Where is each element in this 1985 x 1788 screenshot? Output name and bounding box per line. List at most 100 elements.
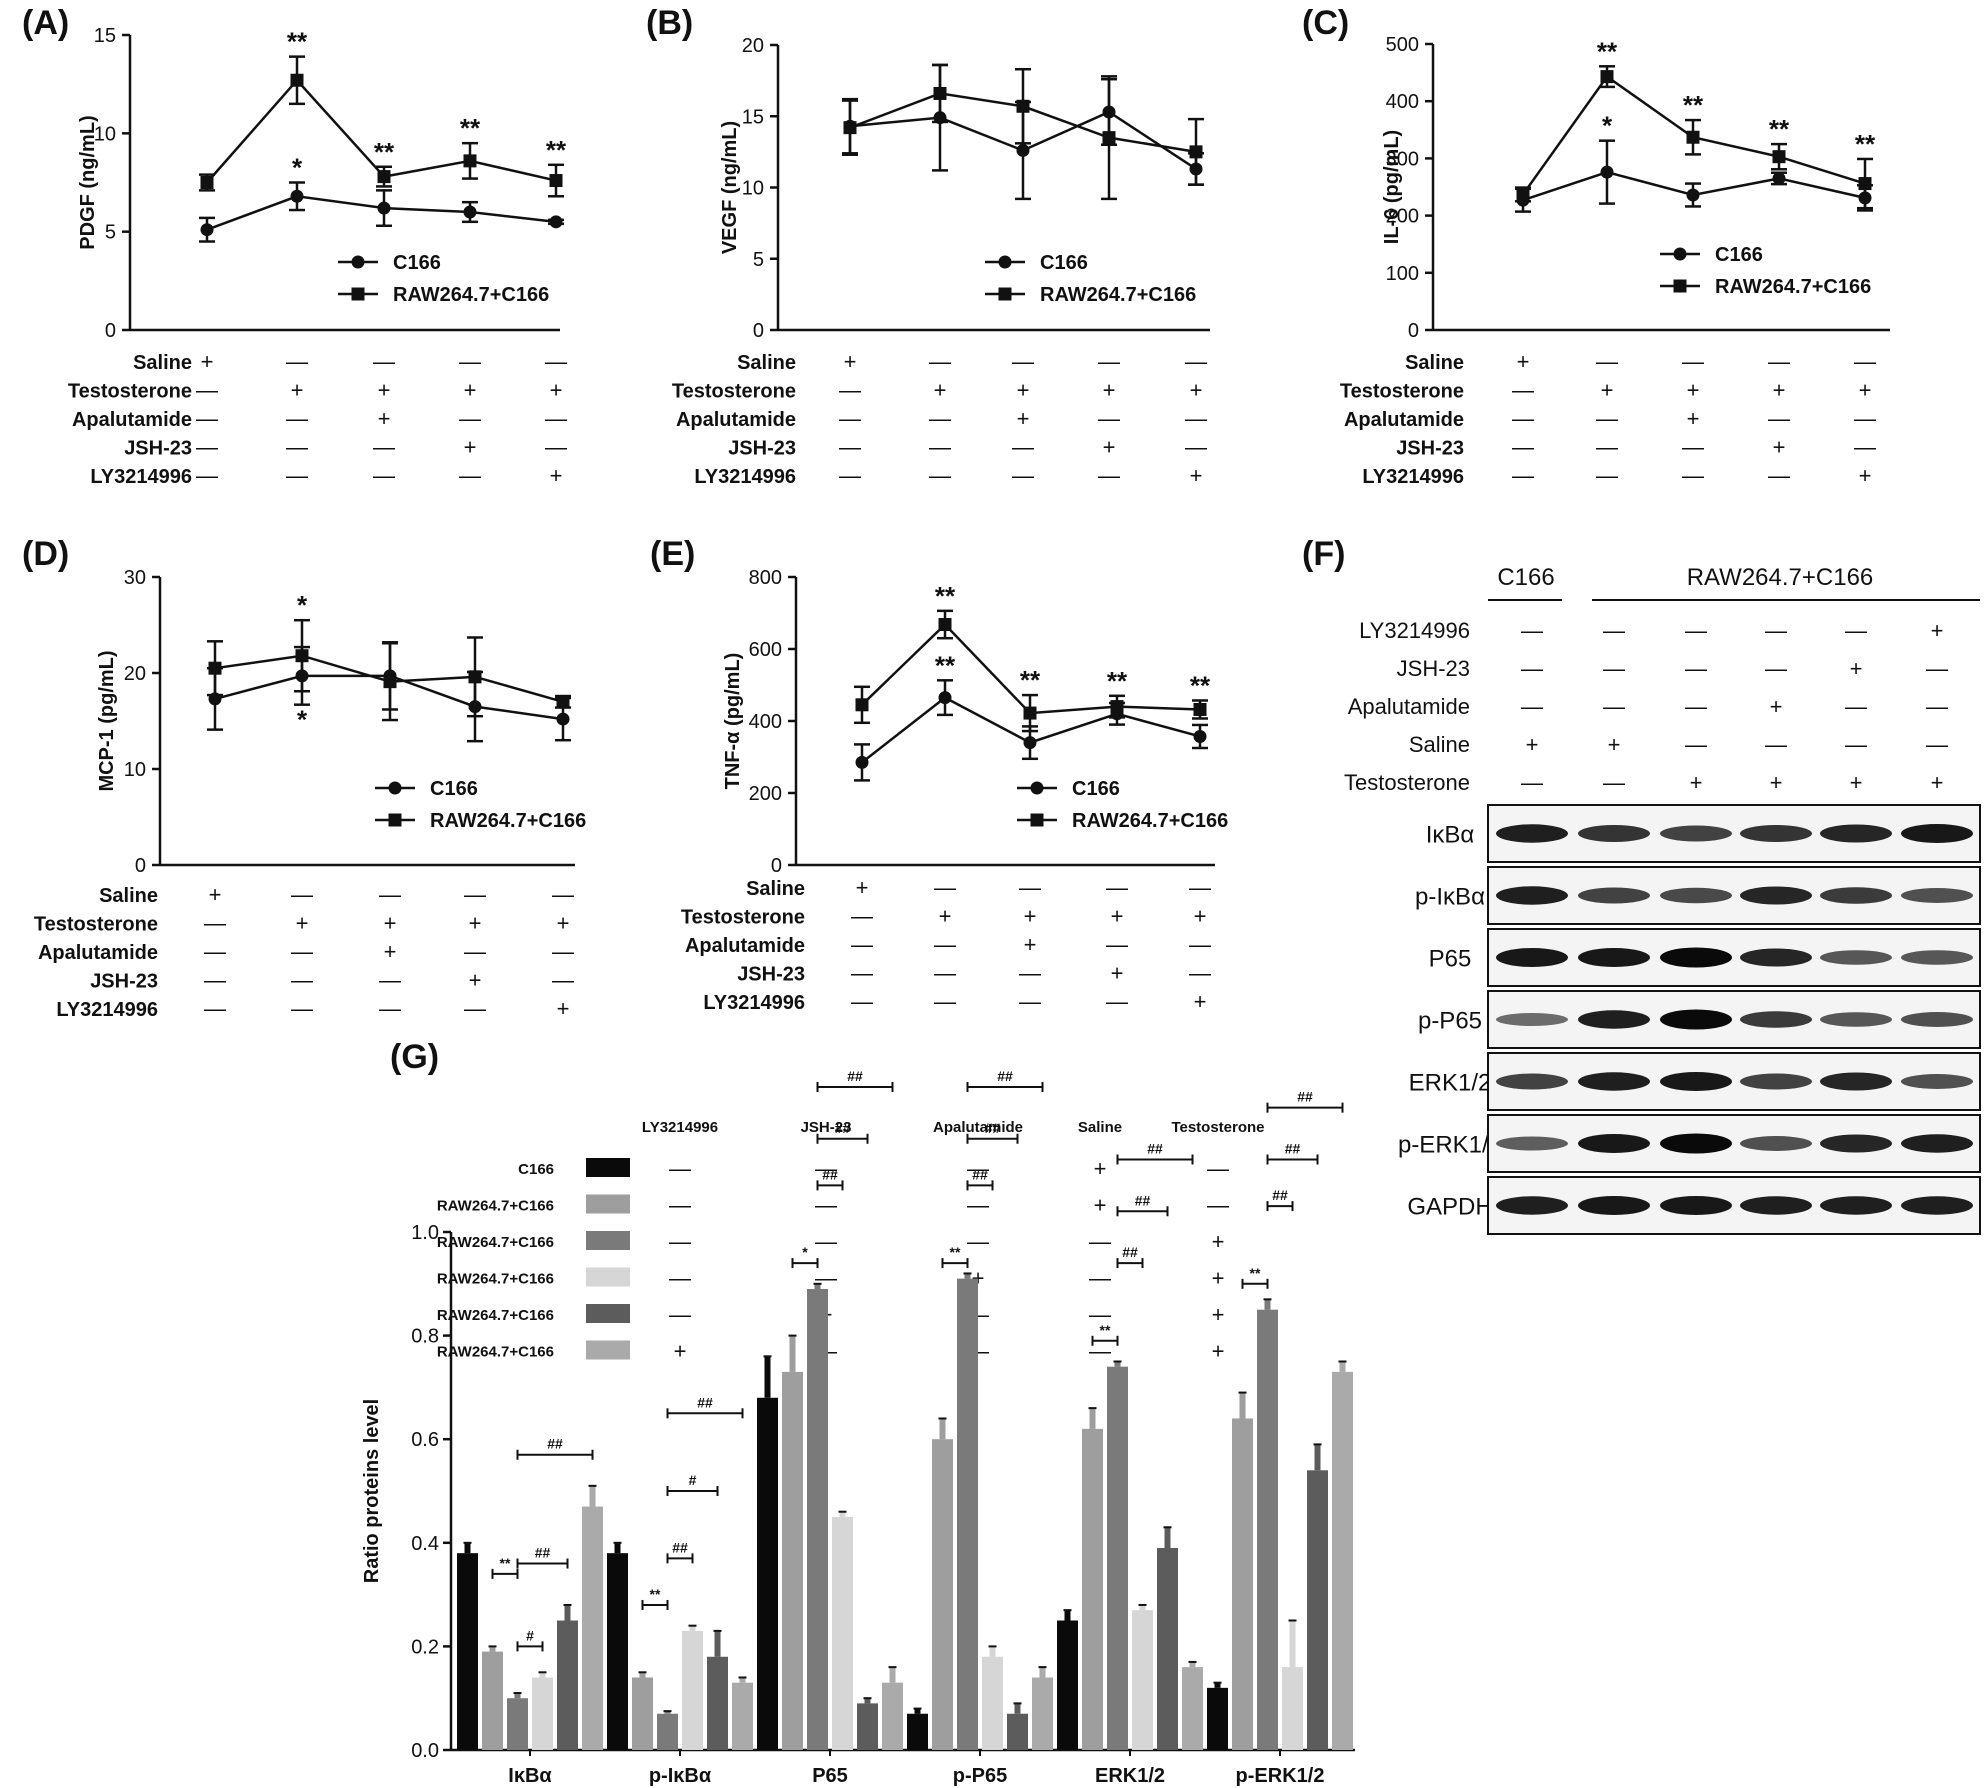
data-point-circle: [855, 755, 869, 769]
condition-symbol: +: [1690, 770, 1703, 795]
bar: [532, 1677, 553, 1750]
y-tick-label: 15: [742, 106, 764, 128]
condition-symbol: —: [1926, 656, 1948, 681]
y-tick-label: 0.2: [411, 1636, 439, 1658]
condition-label: Saline: [1409, 732, 1470, 757]
treatment-symbol: —: [1596, 406, 1618, 431]
error-bar: [914, 1708, 921, 1714]
protein-band: [1578, 1010, 1650, 1029]
treatment-symbol: —: [196, 406, 218, 431]
treatment-symbol: —: [204, 911, 226, 936]
y-axis-title: IL-6 (pg/mL): [1381, 130, 1403, 244]
treatment-symbol: —: [1682, 435, 1704, 460]
y-tick-label: 0: [135, 855, 146, 877]
chart-panel-d: (D) 0 10 20 30 MCP-1 (pg/mL) * * C166 RAW264.7+C1…: [22, 535, 586, 1021]
blot-strip: [1487, 1176, 1981, 1235]
condition-symbol: +: [1931, 618, 1944, 643]
legend-label-c166: C166: [1715, 244, 1763, 266]
condition-label: Apalutamide: [1348, 694, 1470, 719]
treatment-symbol: +: [1017, 406, 1030, 431]
protein-band: [1660, 887, 1732, 904]
treatment-symbol: +: [1859, 378, 1872, 403]
treatment-symbol: —: [1512, 435, 1534, 460]
treatment-symbol: —: [934, 989, 956, 1014]
error-bar: [539, 1672, 546, 1678]
bar: [1007, 1713, 1028, 1750]
treatment-symbol: +: [469, 911, 482, 936]
data-point-square: [549, 174, 563, 188]
treatment-symbol: —: [1854, 435, 1876, 460]
treatment-symbol: —: [379, 882, 401, 907]
protein-band: [1496, 1136, 1568, 1151]
data-point-square: [1102, 131, 1116, 145]
treatment-symbol: +: [1094, 1156, 1107, 1181]
y-tick-label: 0.0: [411, 1740, 439, 1762]
treatment-symbol: —: [459, 406, 481, 431]
treatment-symbol: —: [464, 939, 486, 964]
significance-mark: ##: [835, 1120, 851, 1136]
legend-marker-square: [1673, 279, 1687, 293]
error-bar: [1264, 1299, 1271, 1310]
error-bar: [1089, 1408, 1096, 1429]
protein-band: [1660, 1072, 1732, 1091]
category-label: p-IκBα: [649, 1765, 712, 1787]
condition-symbol: —: [1603, 770, 1625, 795]
treatment-symbol: —: [1854, 349, 1876, 374]
error-bar: [1339, 1361, 1346, 1372]
error-bar: [1214, 1682, 1221, 1688]
protein-band: [1660, 1196, 1732, 1215]
panel-label: (D): [22, 535, 69, 573]
y-tick-label: 800: [749, 567, 782, 589]
data-point-circle: [938, 691, 952, 705]
treatment-symbol: —: [1189, 932, 1211, 957]
treatment-label: LY3214996: [90, 466, 192, 488]
treatment-symbol: +: [1212, 1229, 1225, 1254]
treatment-symbol: —: [1019, 875, 1041, 900]
header-label: JSH-23: [801, 1119, 852, 1136]
treatment-symbol: —: [815, 1156, 837, 1181]
significance-mark: **: [650, 1586, 661, 1602]
data-point-square: [556, 695, 570, 709]
treatment-label: JSH-23: [124, 438, 192, 460]
error-bar: [564, 1604, 571, 1621]
y-tick-label: 10: [124, 759, 146, 781]
significance-mark: **: [1107, 666, 1128, 696]
treatment-label: Apalutamide: [676, 409, 796, 431]
treatment-symbol: —: [815, 1193, 837, 1218]
header-label: Apalutamide: [933, 1119, 1023, 1136]
treatment-symbol: —: [839, 406, 861, 431]
protein-label: IκBα: [1426, 822, 1475, 849]
bar: [707, 1656, 728, 1750]
significance-mark: ##: [985, 1120, 1001, 1136]
data-point-square: [1016, 99, 1030, 113]
group-header: RAW264.7+C166: [1687, 564, 1874, 591]
blot-strip: [1487, 990, 1981, 1049]
header-label: Testosterone: [1171, 1119, 1264, 1136]
western-blot-panel: (F) C166 RAW264.7+C166 LY3214996 — — — — — + JSH-2…: [1302, 535, 1981, 1235]
treatment-symbol: +: [469, 968, 482, 993]
treatment-symbol: +: [557, 911, 570, 936]
row-label: RAW264.7+C166: [437, 1307, 554, 1324]
protein-band: [1901, 1074, 1973, 1089]
condition-symbol: —: [1685, 618, 1707, 643]
significance-mark: **: [935, 581, 956, 611]
error-bar: [1314, 1444, 1321, 1471]
protein-band: [1578, 1196, 1650, 1215]
error-bar: [1014, 1703, 1021, 1714]
category-label: p-P65: [953, 1765, 1007, 1787]
y-axis-title: Ratio proteins level: [361, 1399, 383, 1584]
protein-band: [1820, 1012, 1892, 1027]
y-tick-label: 300: [1386, 148, 1419, 170]
protein-band: [1496, 886, 1568, 905]
bar: [957, 1278, 978, 1750]
protein-band: [1496, 1196, 1568, 1215]
protein-band: [1740, 1136, 1812, 1151]
condition-symbol: +: [1770, 770, 1783, 795]
protein-band: [1740, 1073, 1812, 1090]
error-bar: [1164, 1527, 1171, 1548]
treatment-symbol: +: [1111, 904, 1124, 929]
condition-label: Testosterone: [1344, 770, 1470, 795]
treatment-symbol: +: [1111, 961, 1124, 986]
legend-marker-circle: [1030, 781, 1044, 795]
treatment-label: Saline: [737, 352, 796, 374]
